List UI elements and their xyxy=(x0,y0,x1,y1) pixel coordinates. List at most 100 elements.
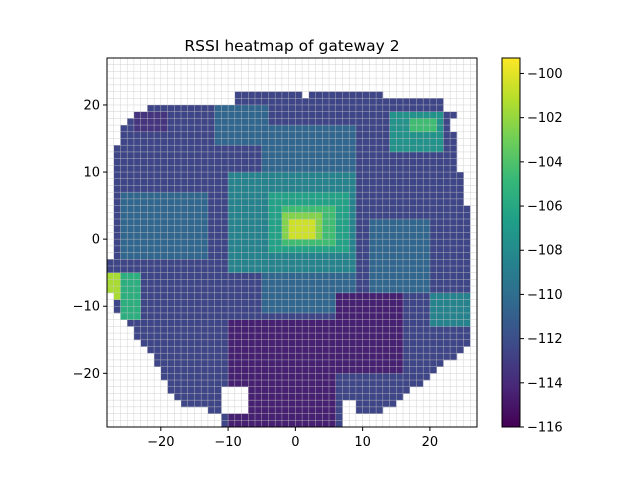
heatmap-cell xyxy=(187,279,195,287)
heatmap-cell xyxy=(207,212,215,220)
heatmap-cell xyxy=(416,272,424,280)
heatmap-cell xyxy=(403,353,411,361)
heatmap-cell xyxy=(241,259,249,267)
heatmap-cell xyxy=(329,158,337,166)
heatmap-cell xyxy=(187,319,195,327)
heatmap-cell xyxy=(147,219,155,227)
heatmap-cell xyxy=(268,158,276,166)
heatmap-cell xyxy=(207,118,215,126)
heatmap-cell xyxy=(423,346,431,354)
heatmap-cell xyxy=(228,239,236,247)
heatmap-cell xyxy=(234,339,242,347)
heatmap-cell xyxy=(127,272,135,280)
heatmap-cell xyxy=(194,373,202,381)
heatmap-cell xyxy=(154,165,162,173)
heatmap-cell xyxy=(261,198,269,206)
heatmap-cell xyxy=(429,326,437,334)
heatmap-cell xyxy=(248,205,256,213)
heatmap-cell xyxy=(127,319,135,327)
heatmap-cell xyxy=(154,151,162,159)
heatmap-cell xyxy=(295,158,303,166)
heatmap-cell xyxy=(113,306,121,314)
heatmap-cell xyxy=(201,232,209,240)
heatmap-cell xyxy=(429,272,437,280)
heatmap-cell xyxy=(409,252,417,260)
heatmap-cell xyxy=(463,286,471,294)
heatmap-cell xyxy=(221,245,229,253)
heatmap-cell xyxy=(369,312,377,320)
heatmap-cell xyxy=(403,165,411,173)
heatmap-cell xyxy=(376,239,384,247)
heatmap-cell xyxy=(295,225,303,233)
heatmap-cell xyxy=(423,272,431,280)
heatmap-cell xyxy=(133,125,141,133)
heatmap-cell xyxy=(423,212,431,220)
heatmap-cell xyxy=(403,312,411,320)
heatmap-cell xyxy=(403,239,411,247)
heatmap-cell xyxy=(207,346,215,354)
heatmap-cell xyxy=(315,178,323,186)
heatmap-cell xyxy=(295,333,303,341)
heatmap-cell xyxy=(315,299,323,307)
heatmap-cell xyxy=(207,138,215,146)
heatmap-cell xyxy=(127,151,135,159)
heatmap-cell xyxy=(396,219,404,227)
heatmap-cell xyxy=(389,373,397,381)
heatmap-cell xyxy=(120,312,128,320)
heatmap-cell xyxy=(228,366,236,374)
heatmap-cell xyxy=(436,346,444,354)
heatmap-cell xyxy=(389,185,397,193)
heatmap-cell xyxy=(228,158,236,166)
heatmap-cell xyxy=(369,380,377,388)
heatmap-cell xyxy=(181,319,189,327)
heatmap-cell xyxy=(207,145,215,153)
heatmap-cell xyxy=(228,326,236,334)
heatmap-cell xyxy=(194,205,202,213)
heatmap-cell xyxy=(154,265,162,273)
heatmap-cell xyxy=(322,151,330,159)
heatmap-cell xyxy=(429,111,437,119)
heatmap-cell xyxy=(241,346,249,354)
heatmap-cell xyxy=(369,272,377,280)
heatmap-cell xyxy=(355,192,363,200)
heatmap-cell xyxy=(403,346,411,354)
heatmap-cell xyxy=(403,326,411,334)
heatmap-cell xyxy=(436,212,444,220)
heatmap-cell xyxy=(423,198,431,206)
heatmap-cell xyxy=(416,145,424,153)
heatmap-cell xyxy=(463,239,471,247)
heatmap-cell xyxy=(167,326,175,334)
heatmap-cell xyxy=(322,98,330,106)
heatmap-cell xyxy=(389,339,397,347)
heatmap-cell xyxy=(450,319,458,327)
heatmap-cell xyxy=(416,192,424,200)
heatmap-cell xyxy=(362,125,370,133)
heatmap-cell xyxy=(329,212,337,220)
heatmap-cell xyxy=(429,219,437,227)
heatmap-cell xyxy=(147,158,155,166)
heatmap-cell xyxy=(154,272,162,280)
heatmap-cell xyxy=(342,131,350,139)
heatmap-cell xyxy=(322,386,330,394)
heatmap-cell xyxy=(389,393,397,401)
heatmap-cell xyxy=(248,306,256,314)
heatmap-cell xyxy=(295,205,303,213)
heatmap-cell xyxy=(308,91,316,99)
heatmap-cell xyxy=(362,380,370,388)
heatmap-cell xyxy=(234,286,242,294)
heatmap-cell xyxy=(409,205,417,213)
heatmap-cell xyxy=(221,212,229,220)
heatmap-cell xyxy=(322,279,330,287)
heatmap-cell xyxy=(147,259,155,267)
heatmap-cell xyxy=(342,373,350,381)
heatmap-cell xyxy=(322,225,330,233)
heatmap-cell xyxy=(295,138,303,146)
heatmap-cell xyxy=(187,272,195,280)
heatmap-cell xyxy=(382,245,390,253)
heatmap-cell xyxy=(281,158,289,166)
heatmap-cell xyxy=(456,185,464,193)
heatmap-cell xyxy=(181,219,189,227)
heatmap-cell xyxy=(281,225,289,233)
heatmap-cell xyxy=(255,393,263,401)
heatmap-cell xyxy=(201,306,209,314)
